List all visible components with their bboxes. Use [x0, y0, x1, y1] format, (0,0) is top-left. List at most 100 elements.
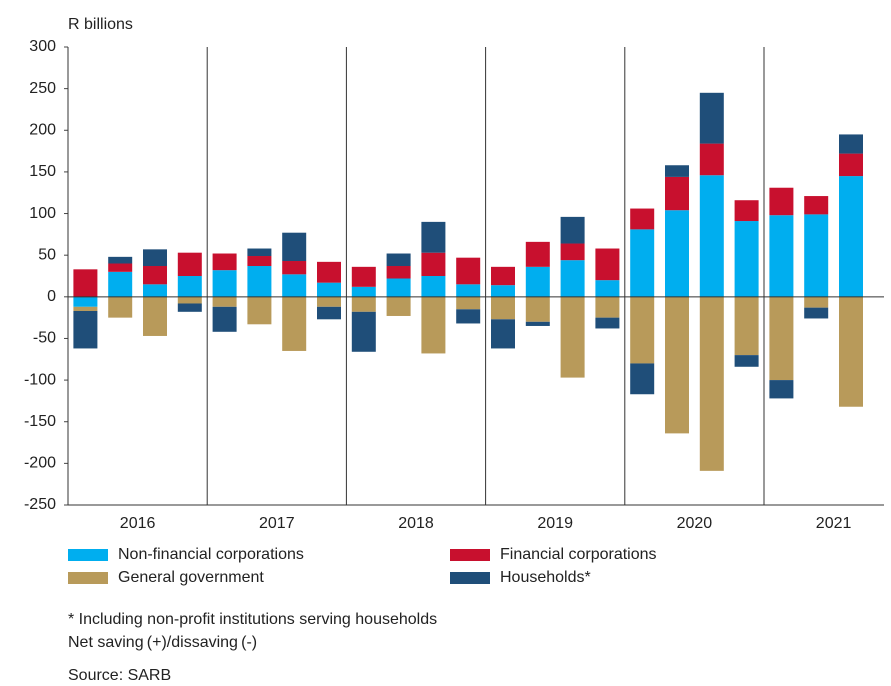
- bar: [665, 165, 689, 177]
- bar: [769, 380, 794, 399]
- bar: [247, 266, 272, 297]
- bar: [839, 153, 863, 177]
- bar: [595, 280, 620, 297]
- footnote: * Including non-profit institutions serv…: [68, 611, 437, 628]
- bar: [734, 355, 759, 367]
- bar: [351, 286, 376, 297]
- bar: [212, 306, 237, 332]
- legend-swatch: [450, 549, 490, 561]
- x-tick-label: 2018: [398, 515, 434, 532]
- bar: [143, 284, 167, 297]
- bar: [456, 284, 481, 297]
- bar: [386, 266, 411, 279]
- bar: [525, 296, 550, 322]
- source: Source: SARB: [68, 667, 171, 681]
- bar: [247, 256, 272, 267]
- bar: [282, 296, 307, 351]
- bar: [699, 143, 724, 176]
- bar: [351, 266, 376, 287]
- legend-label: Households*: [500, 569, 591, 586]
- bar: [560, 216, 585, 244]
- y-tick-label: 300: [29, 38, 56, 55]
- bar: [421, 296, 446, 354]
- y-tick-label: -250: [24, 496, 56, 513]
- bar: [839, 134, 863, 154]
- y-axis-label: R billions: [68, 16, 133, 33]
- bar: [630, 229, 655, 297]
- bar: [804, 296, 829, 308]
- legend-swatch: [68, 572, 108, 584]
- x-tick-label: 2019: [537, 515, 573, 532]
- bar: [734, 200, 759, 222]
- y-tick-label: -50: [33, 330, 56, 347]
- y-tick-label: 250: [29, 80, 56, 97]
- legend-label: Non-financial corporations: [118, 546, 304, 563]
- bar: [734, 296, 759, 356]
- bar: [282, 232, 307, 262]
- bar: [143, 296, 167, 336]
- bar: [630, 363, 655, 395]
- bar: [386, 296, 411, 316]
- bar: [351, 296, 376, 312]
- bar: [108, 263, 133, 272]
- y-tick-label: -150: [24, 413, 56, 430]
- y-tick-label: 150: [29, 163, 56, 180]
- bar: [73, 296, 98, 307]
- bar: [665, 210, 689, 297]
- bar: [769, 187, 794, 216]
- bar: [560, 296, 585, 378]
- y-tick-label: -200: [24, 455, 56, 472]
- y-tick-label: 0: [47, 288, 56, 305]
- bar: [839, 176, 863, 297]
- legend-label: Financial corporations: [500, 546, 657, 563]
- bar: [386, 253, 411, 267]
- bar: [491, 266, 515, 286]
- bar: [630, 296, 655, 364]
- bar: [560, 260, 585, 297]
- bar: [247, 296, 272, 325]
- bar: [421, 221, 446, 253]
- bar: [143, 249, 167, 267]
- bar: [282, 261, 307, 275]
- bar: [665, 296, 689, 434]
- bar: [456, 296, 481, 310]
- bar: [351, 311, 376, 352]
- legend-swatch: [68, 549, 108, 561]
- bar: [73, 310, 98, 349]
- bar: [769, 296, 794, 381]
- legend-label: General government: [118, 569, 264, 586]
- bar: [491, 319, 515, 349]
- bar: [456, 309, 481, 324]
- y-tick-label: 100: [29, 205, 56, 222]
- bar: [595, 248, 620, 281]
- bar: [73, 306, 98, 311]
- bar: [456, 257, 481, 285]
- bar: [560, 243, 585, 261]
- y-tick-label: 200: [29, 121, 56, 138]
- y-tick-label: -100: [24, 371, 56, 388]
- bar: [108, 296, 133, 318]
- bar: [317, 296, 341, 307]
- bar: [699, 92, 724, 144]
- bar: [769, 215, 794, 297]
- bar: [212, 270, 237, 297]
- bar: [143, 266, 167, 285]
- bar: [317, 282, 341, 297]
- bar: [177, 303, 202, 312]
- bar: [177, 296, 202, 304]
- bar: [212, 253, 237, 271]
- footnote: Net saving (+)/dissaving (-): [68, 634, 257, 651]
- bar: [317, 261, 341, 283]
- y-tick-label: 50: [38, 246, 56, 263]
- bar: [282, 274, 307, 297]
- bar: [665, 176, 689, 211]
- bar: [317, 306, 341, 320]
- bar: [699, 296, 724, 471]
- bar: [525, 321, 550, 326]
- bar: [491, 296, 515, 320]
- legend-swatch: [450, 572, 490, 584]
- bar: [804, 214, 829, 297]
- bar: [73, 269, 98, 297]
- x-tick-label: 2017: [259, 515, 295, 532]
